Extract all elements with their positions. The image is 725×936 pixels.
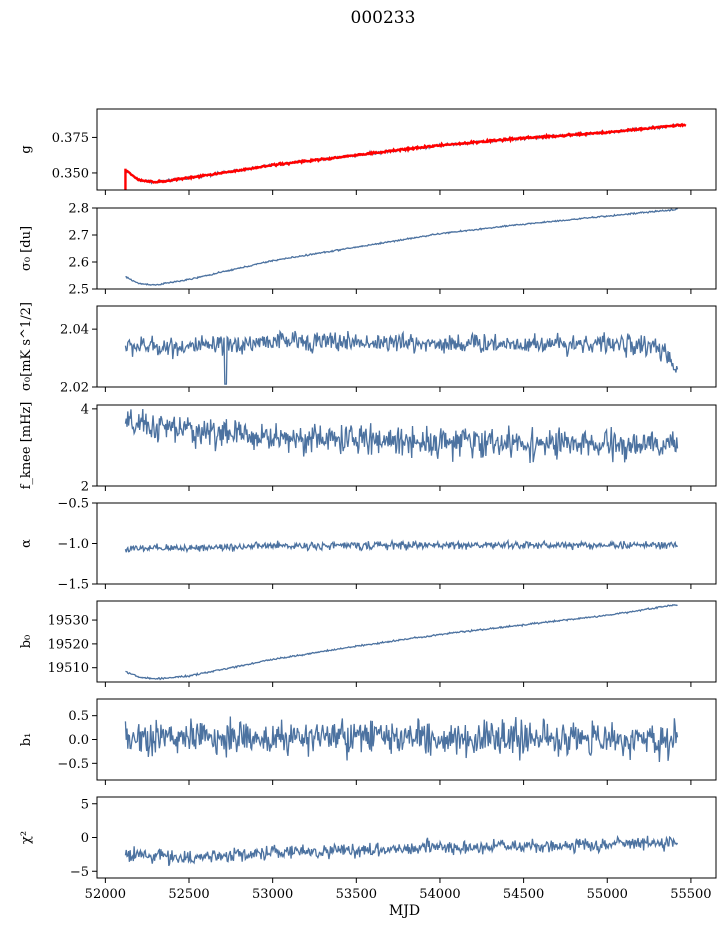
y-tick-label: 19520 [48,637,89,652]
axes-frame-sigma0_mk [96,305,717,388]
y-tick-label: −5 [70,865,89,880]
series-line-sigma0_mk [124,329,679,385]
y-tick-label: 2 [81,480,89,495]
series-line-b0 [125,603,678,681]
y-axis-label-b0: b₀ [19,635,34,649]
y-tick-label: 2.8 [68,202,89,217]
y-axis-label-chi2: χ² [19,831,34,844]
x-tick-label: 52000 [85,887,126,902]
y-tick-label: 0.375 [52,131,89,146]
y-axis-label-f_knee: f_knee [mHz] [19,402,34,490]
y-tick-label: 0.0 [68,733,89,748]
panel-sigma0_mk: 2.02 2.04 σ₀[mK s^1/2] [19,302,717,396]
y-tick-label: −0.5 [57,497,89,512]
y-tick-label: −1.0 [57,537,89,552]
y-axis-label-sigma0_du: σ₀ [du] [19,226,34,271]
y-tick-label: 2.02 [60,381,89,396]
y-tick-label: −1.5 [57,578,89,593]
y-tick-label: 2.5 [68,283,89,298]
series-line-sigma0_du [125,208,678,286]
y-tick-label: 0.5 [68,709,89,724]
x-tick-label: 54000 [419,887,460,902]
y-tick-label: 4 [81,402,89,417]
panel-b1: −0.5 0.0 0.5 b₁ [19,698,717,785]
y-tick-label: 2.04 [60,323,89,338]
panels: 0.350 0.375 g 2.5 2.6 2.7 2.8 σ₀ [du] 2.02 2.04 σ₀… [19,108,717,919]
panel-chi2: −5 0 5 52000 52500 53000 53500 54000 54500 55000 5… [19,796,717,919]
y-tick-label: 19530 [48,614,89,629]
axes-frame-b0 [96,600,717,683]
x-tick-label: 54500 [503,887,544,902]
x-axis-label: MJD [389,903,420,919]
panel-f_knee: 2 4 f_knee [mHz] [19,402,717,495]
overlay-line-model [124,122,687,184]
axes-frame-g [96,108,717,191]
panel-sigma0_du: 2.5 2.6 2.7 2.8 σ₀ [du] [19,202,717,298]
y-axis-label-g: g [19,145,34,153]
axes-frame-f_knee [96,404,717,487]
y-axis-label-sigma0_mk: σ₀[mK s^1/2] [19,302,34,391]
panel-alpha: −1.5 −1.0 −0.5 α [19,497,717,593]
y-tick-label: 0.350 [52,166,89,181]
y-tick-label: 19510 [48,661,89,676]
y-axis-label-b1: b₁ [19,733,34,747]
y-tick-label: 5 [81,797,89,812]
panel-b0: 19510 19520 19530 b₀ [19,600,717,687]
x-tick-label: 52500 [168,887,209,902]
y-tick-label: −0.5 [57,757,89,772]
series-line-chi2 [124,834,679,867]
y-axis-label-alpha: α [19,539,34,548]
axes-frame-sigma0_du [96,207,717,290]
x-tick-label: 55000 [587,887,628,902]
series-line-b1 [124,716,679,763]
figure-title: 000233 [351,8,416,28]
axes-frame-chi2 [96,796,717,879]
y-tick-label: 2.6 [68,256,89,271]
y-tick-label: 2.7 [68,229,89,244]
series-line-alpha [124,538,679,554]
x-tick-label: 53500 [336,887,377,902]
x-tick-label: 55500 [670,887,711,902]
series-line-f_knee [124,408,679,463]
y-tick-label: 0 [81,831,89,846]
x-tick-label: 53000 [252,887,293,902]
panel-g: 0.350 0.375 g [19,108,717,195]
